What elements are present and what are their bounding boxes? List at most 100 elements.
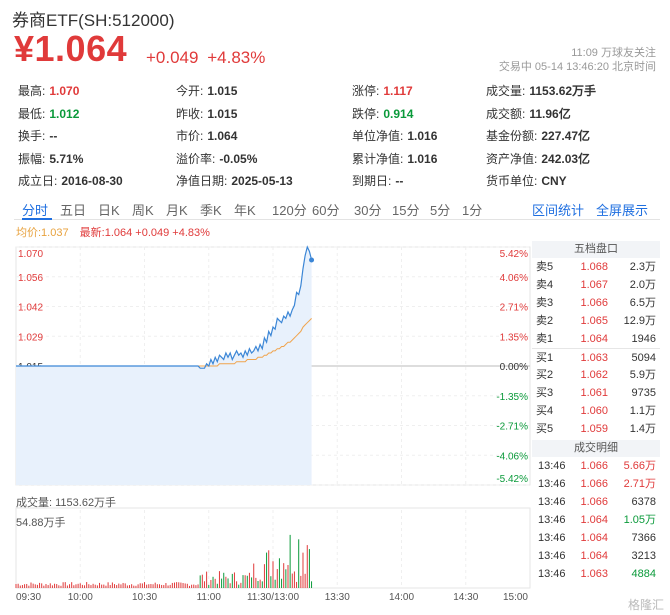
tab-3[interactable]: 日K [98,203,120,218]
stat-label: 振幅: [18,151,46,166]
order-level-label: 卖4 [536,279,554,291]
trade-time: 13:46 [538,568,566,580]
y-tick-right: -2.71% [496,422,528,433]
stat-cell: 单位净值: 1.016 [352,127,437,144]
stat-label: 单位净值: [352,129,404,143]
trade-price: 1.066 [580,496,608,508]
stat-value: 1.015 [207,106,238,121]
stat-cell: 最低: 1.012 [18,105,79,122]
y-tick-right: 1.35% [500,332,528,343]
stat-value: 1.016 [407,129,438,143]
tab-11[interactable]: 15分 [392,203,420,218]
tab-10[interactable]: 30分 [354,203,382,218]
tab-9[interactable]: 60分 [312,203,340,218]
bid-row: 买3 1.061 9735 [532,384,660,402]
order-volume: 1.1万 [629,405,656,417]
stat-value: 2016-08-30 [61,174,123,188]
trade-row: 13:46 1.066 2.71万 [532,475,660,493]
chart-legend: 均价:1.037 最新:1.064 +0.049 +4.83% [16,224,210,240]
stat-cell: 换手: -- [18,127,57,144]
stat-cell: 净值日期: 2025-05-13 [176,172,293,189]
y-tick-left: 1.042 [18,303,43,314]
trade-price: 1.063 [580,568,608,580]
order-volume: 9735 [631,387,656,399]
stats-grid: 最高: 1.070 今开: 1.015 涨停: 1.117 成交量: 1153.62万手 最低:… [18,82,658,195]
stat-value: 1.012 [49,106,80,121]
stat-label: 市价: [176,129,204,143]
order-level-label: 卖2 [536,315,554,327]
tab-13[interactable]: 1分 [462,203,483,218]
x-tick-label: 13:30 [325,592,350,603]
order-price: 1.066 [580,297,608,309]
order-level-label: 买4 [536,405,554,417]
trade-row: 13:46 1.066 6378 [532,493,660,511]
tab-2[interactable]: 五日 [60,203,87,218]
x-tick-label: 10:30 [132,592,157,603]
stat-value: 11.96亿 [529,106,571,121]
ask-row: 卖4 1.067 2.0万 [532,276,660,294]
stat-cell: 最高: 1.070 [18,82,79,99]
trade-time: 13:46 [538,550,566,562]
tab-1[interactable]: 分时 [22,203,49,218]
stat-cell: 成交量: 1153.62万手 [486,82,596,99]
stat-cell: 溢价率: -0.05% [176,150,257,167]
trade-volume: 7366 [631,532,656,544]
stat-cell: 涨停: 1.117 [352,82,413,99]
x-tick-label: 10:00 [68,592,93,603]
order-price: 1.064 [580,333,608,345]
stat-label: 成立日: [18,174,58,188]
tab-12[interactable]: 5分 [430,203,451,218]
order-book-title: 五档盘口 [532,241,660,258]
stat-value: CNY [541,174,567,188]
stat-cell: 累计净值: 1.016 [352,150,437,167]
stat-value: 1.064 [207,129,238,143]
order-volume: 12.9万 [623,315,656,327]
ask-row: 卖2 1.065 12.9万 [532,312,660,330]
tab-5[interactable]: 月K [166,203,188,218]
trade-time: 13:46 [538,514,566,526]
order-book: 五档盘口 卖5 1.068 2.3万 卖4 1.067 2.0万 卖3 1.066 6.5万 卖2 1… [532,241,660,583]
trade-row: 13:46 1.064 7366 [532,529,660,547]
order-price: 1.062 [580,369,608,381]
order-price: 1.067 [580,279,608,291]
trade-price: 1.066 [580,478,608,490]
fullscreen-link[interactable]: 全屏展示 [596,203,649,218]
order-price: 1.068 [580,261,608,273]
x-tick-label: 09:30 [16,592,41,603]
stat-cell: 成交额: 11.96亿 [486,105,571,122]
trade-price: 1.064 [580,550,608,562]
stat-label: 成交量: [486,84,526,98]
tab-4[interactable]: 周K [132,203,154,218]
tab-8[interactable]: 120分 [272,203,307,218]
tab-6[interactable]: 季K [200,203,222,218]
stat-value: 5.71% [49,151,84,166]
period-tabs: 分时 五日 日K 周K 月K 季K 年K 120分 60分 30分 15分 5分 1分 区间统计 全屏展示 [14,198,660,220]
trade-row: 13:46 1.064 1.05万 [532,511,660,529]
price-change: +0.049 +4.83% [146,48,265,68]
order-volume: 1946 [631,333,656,345]
order-price: 1.065 [580,315,608,327]
stat-value: 227.47亿 [541,129,591,143]
avg-price-legend: 均价:1.037 [16,227,69,239]
stats-row: 成立日: 2016-08-30 净值日期: 2025-05-13 到期日: -- 货币单位:… [18,172,658,195]
bid-row: 买1 1.063 5094 [532,348,660,366]
volume-max-label: 54.88万手 [16,517,66,529]
stat-value: 1.016 [407,151,438,166]
trade-volume: 4884 [631,568,656,580]
fund-title: 券商ETF(SH:512000) [12,11,175,30]
stat-cell: 昨收: 1.015 [176,105,237,122]
stat-label: 基金份额: [486,129,538,143]
stat-cell: 货币单位: CNY [486,172,567,189]
y-tick-right: 0.00% [500,362,528,373]
x-tick-label: 15:00 [503,592,528,603]
stat-label: 成交额: [486,106,526,121]
order-volume: 1.4万 [629,423,656,435]
range-stats-link[interactable]: 区间统计 [532,203,585,218]
trade-volume: 6378 [631,496,656,508]
ask-row: 卖5 1.068 2.3万 [532,258,660,276]
current-price: ¥1.064 [14,28,128,69]
trade-price: 1.064 [580,532,608,544]
volume-total-label: 成交量: 1153.62万手 [16,497,117,509]
tab-7[interactable]: 年K [234,203,256,218]
